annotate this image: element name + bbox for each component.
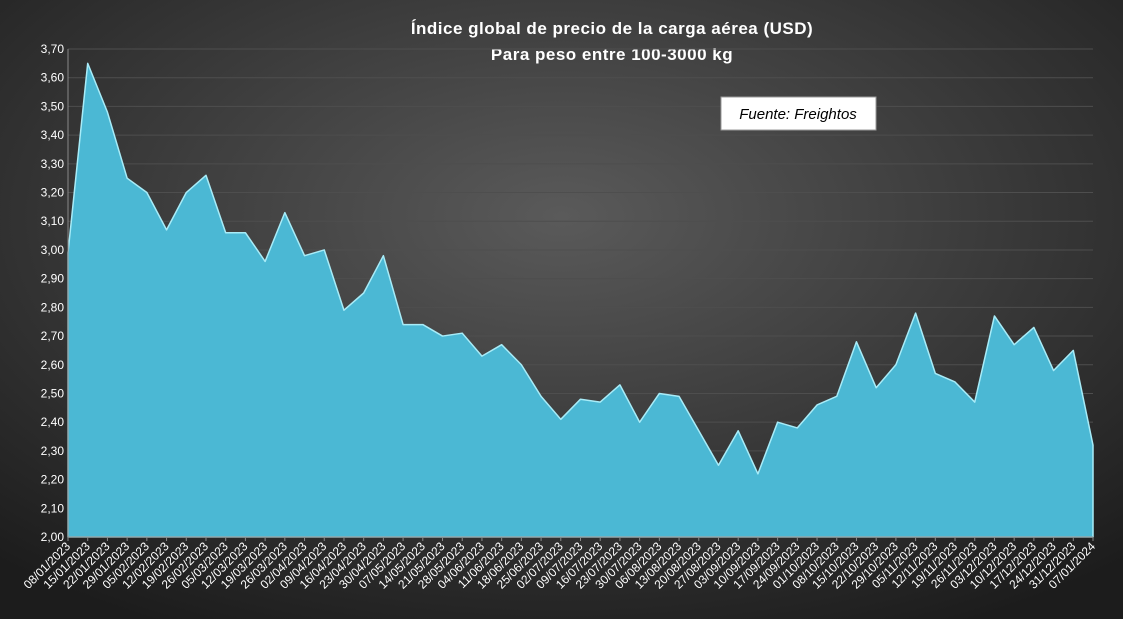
y-tick-label: 2,00: [41, 530, 65, 544]
chart-subtitle: Para peso entre 100-3000 kg: [491, 45, 733, 64]
y-tick-label: 2,60: [41, 358, 65, 372]
y-tick-label: 3,20: [41, 186, 65, 200]
y-tick-label: 2,50: [41, 386, 65, 400]
y-tick-label: 2,70: [41, 329, 65, 343]
y-tick-label: 3,50: [41, 99, 65, 113]
annotation-box: [720, 96, 877, 131]
area: [67, 62, 1094, 538]
y-tick-label: 2,20: [41, 473, 65, 487]
y-tick-label: 3,70: [41, 42, 65, 56]
chart-title: Índice global de precio de la carga aére…: [411, 19, 813, 38]
y-tick-label: 2,10: [41, 501, 65, 515]
y-tick-label: 2,40: [41, 415, 65, 429]
y-tick-label: 3,60: [41, 71, 65, 85]
y-tick-label: 2,90: [41, 272, 65, 286]
y-tick-label: 3,10: [41, 214, 65, 228]
y-tick-label: 3,00: [41, 243, 65, 257]
y-tick-label: 2,30: [41, 444, 65, 458]
y-tick-label: 2,80: [41, 300, 65, 314]
plot-area: 2,00 2,10 2,20 2,30 2,40 2,50 2,60 2,70 2,80 2,90…: [21, 42, 1099, 592]
y-tick-label: 3,40: [41, 128, 65, 142]
annotation: Fuente: Freightos: [739, 106, 857, 123]
y-tick-label: 3,30: [41, 157, 65, 171]
